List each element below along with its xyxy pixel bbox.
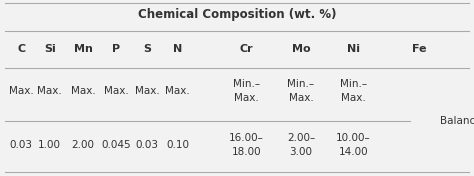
Text: 0.045: 0.045 bbox=[101, 140, 131, 150]
Text: 10.00–
14.00: 10.00– 14.00 bbox=[336, 133, 371, 157]
Text: P: P bbox=[112, 44, 120, 54]
Text: Chemical Composition (wt. %): Chemical Composition (wt. %) bbox=[138, 8, 336, 21]
Text: Min.–
Max.: Min.– Max. bbox=[339, 79, 367, 103]
Text: Min.–
Max.: Min.– Max. bbox=[233, 79, 260, 103]
Text: Max.: Max. bbox=[37, 86, 62, 96]
Text: Max.: Max. bbox=[104, 86, 128, 96]
Text: Max.: Max. bbox=[135, 86, 159, 96]
Text: Max.: Max. bbox=[9, 86, 34, 96]
Text: Ni: Ni bbox=[346, 44, 360, 54]
Text: 0.03: 0.03 bbox=[136, 140, 158, 150]
Text: 1.00: 1.00 bbox=[38, 140, 61, 150]
Text: Max.: Max. bbox=[71, 86, 95, 96]
Text: Mn: Mn bbox=[73, 44, 92, 54]
Text: Balance: Balance bbox=[440, 116, 474, 125]
Text: Fe: Fe bbox=[412, 44, 427, 54]
Text: 0.03: 0.03 bbox=[10, 140, 33, 150]
Text: 0.10: 0.10 bbox=[166, 140, 189, 150]
Text: 2.00: 2.00 bbox=[72, 140, 94, 150]
Text: Min.–
Max.: Min.– Max. bbox=[287, 79, 315, 103]
Text: 16.00–
18.00: 16.00– 18.00 bbox=[229, 133, 264, 157]
Text: S: S bbox=[143, 44, 151, 54]
Text: Si: Si bbox=[44, 44, 55, 54]
Text: Cr: Cr bbox=[240, 44, 253, 54]
Text: 2.00–
3.00: 2.00– 3.00 bbox=[287, 133, 315, 157]
Text: N: N bbox=[173, 44, 182, 54]
Text: Max.: Max. bbox=[165, 86, 190, 96]
Text: C: C bbox=[17, 44, 26, 54]
Text: Mo: Mo bbox=[292, 44, 310, 54]
